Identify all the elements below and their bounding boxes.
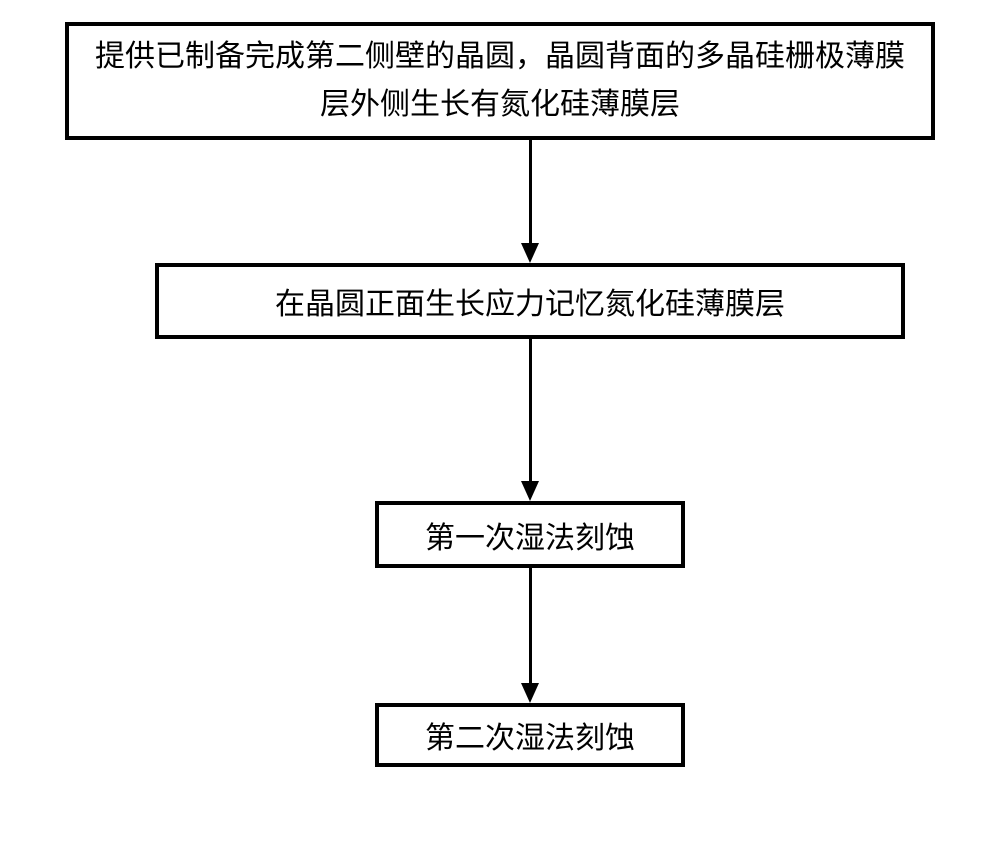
arrow-3-line — [529, 568, 532, 683]
step-1-text: 提供已制备完成第二侧壁的晶圆，晶圆背面的多晶硅栅极薄膜层外侧生长有氮化硅薄膜层 — [89, 33, 911, 129]
arrow-1-head — [521, 243, 539, 263]
arrow-2-head — [521, 481, 539, 501]
arrow-1-container — [521, 140, 539, 263]
flowchart-step-1: 提供已制备完成第二侧壁的晶圆，晶圆背面的多晶硅栅极薄膜层外侧生长有氮化硅薄膜层 — [65, 22, 935, 140]
arrow-3-head — [521, 683, 539, 703]
arrow-2 — [521, 339, 539, 501]
arrow-1-line — [529, 140, 532, 243]
arrow-2-line — [529, 339, 532, 481]
flowchart-step-2: 在晶圆正面生长应力记忆氮化硅薄膜层 — [155, 263, 905, 339]
flowchart-step-3: 第一次湿法刻蚀 — [375, 501, 685, 568]
arrow-3 — [521, 568, 539, 703]
step-4-text: 第二次湿法刻蚀 — [425, 713, 635, 757]
arrow-3-container — [521, 568, 539, 703]
step-2-text: 在晶圆正面生长应力记忆氮化硅薄膜层 — [275, 279, 785, 323]
flowchart-step-4: 第二次湿法刻蚀 — [375, 703, 685, 767]
step-3-text: 第一次湿法刻蚀 — [425, 513, 635, 557]
arrow-2-container — [521, 339, 539, 501]
arrow-1 — [521, 140, 539, 263]
